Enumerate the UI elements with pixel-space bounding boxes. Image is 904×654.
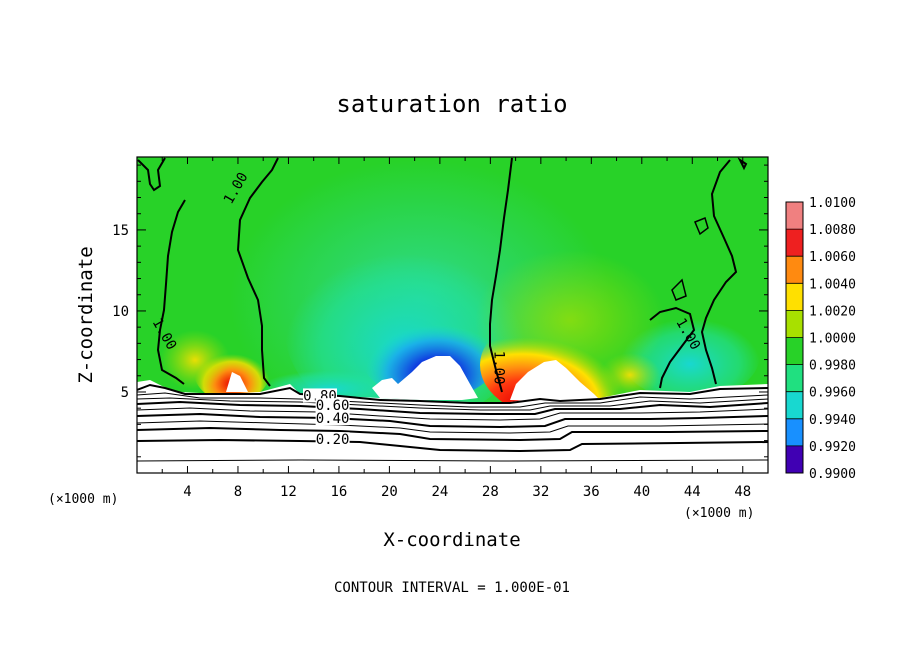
contour-label-bg [315,398,350,413]
x-tick-label: 48 [734,484,751,500]
x-axis-units: (×1000 m) [684,506,754,521]
x-tick-label: 4 [183,484,191,500]
colorbar-swatch-lowest [786,445,803,473]
y-tick-label: 10 [112,304,129,320]
colorbar-label: 1.0060 [809,250,856,265]
x-tick-label: 12 [280,484,297,500]
colorbar-label: 0.9940 [809,413,856,428]
lower-contours [137,383,768,462]
y-tick-label: 5 [121,385,129,401]
field-blue-minimum-region [358,300,502,400]
white-hole-center [372,356,478,400]
colorbar-swatch [786,391,803,419]
colorbar-label: 1.0080 [809,223,856,238]
y-axis-label: Z-coordinate [75,246,97,383]
field-yellow-left-region [160,330,230,390]
plot-frame [136,156,769,474]
chart-title: saturation ratio [336,90,567,118]
plot-area [137,157,768,473]
contour-label: 0.60 [316,398,350,414]
colorbar-swatch [786,364,803,392]
x-tick-label: 28 [482,484,499,500]
x-tick-label: 16 [330,484,347,500]
colorbar-label: 0.9980 [809,359,856,374]
x-axis: 4 8 12 16 20 24 28 32 36 40 44 48 [161,157,751,500]
contour-label-bg [315,411,350,426]
colorbar-swatch [786,337,803,365]
white-hole-left [226,372,248,392]
colorbar-label: 0.9900 [809,467,856,482]
field-yellow-right-region [600,353,660,397]
colorbar-label: 0.9920 [809,440,856,455]
x-tick-label: 24 [431,484,448,500]
y-axis: 5 10 15 [112,164,768,458]
colorbar-label: 1.0100 [809,196,856,211]
colorbar: 1.0100 1.0080 1.0060 1.0040 1.0020 1.0000 0.99… [785,196,856,482]
x-tick-label: 36 [583,484,600,500]
colorbar-swatch [786,229,803,257]
upper-contours [137,157,748,393]
colorbar-swatch [786,310,803,338]
colorbar-swatch [786,283,803,311]
contour-label-bg [315,432,350,447]
colorbar-label: 1.0000 [809,332,856,347]
x-tick-label: 32 [532,484,549,500]
x-tick-label: 44 [684,484,701,500]
x-tick-label: 8 [234,484,242,500]
contour-label: 0.20 [316,432,350,448]
colorbar-swatch [786,202,803,230]
colorbar-label: 1.0020 [809,304,856,319]
y-tick-label: 15 [112,223,129,239]
colorbar-label: 0.9960 [809,386,856,401]
y-axis-units: (×1000 m) [48,492,118,507]
x-axis-label: X-coordinate [383,529,520,551]
x-tick-label: 20 [381,484,398,500]
colorbar-label: 1.0040 [809,277,856,292]
colorbar-swatch [786,418,803,446]
colorbar-swatch [786,256,803,284]
contour-label: 1.00 [491,351,507,385]
x-tick-label: 40 [633,484,650,500]
contour-interval-footer: CONTOUR INTERVAL = 1.000E-01 [334,580,570,596]
contour-label: 0.40 [316,411,350,427]
white-hole-right [510,360,600,402]
